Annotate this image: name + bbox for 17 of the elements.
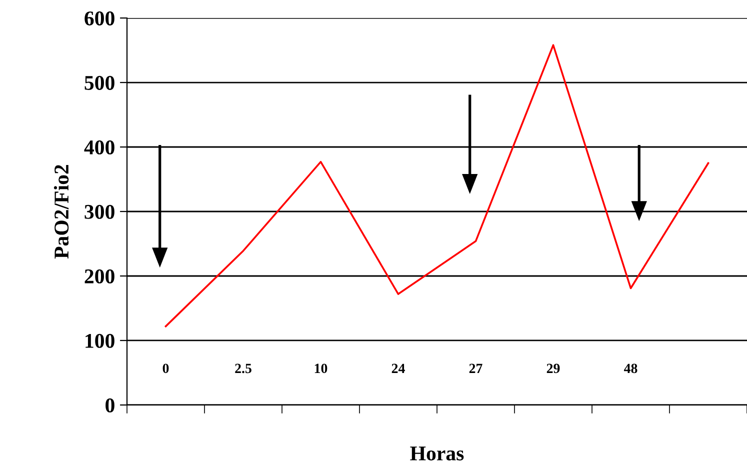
y-tick-label: 0 — [106, 398, 114, 412]
x-axis-title: Horas — [410, 446, 464, 460]
y-tick-label: 300 — [84, 204, 114, 219]
x-tick-label: 24 — [392, 364, 405, 373]
y-tick-label: 200 — [84, 269, 114, 284]
line-series — [164, 44, 710, 328]
y-tick-label: 100 — [86, 334, 114, 348]
x-tick-label: 27 — [469, 364, 482, 373]
x-tick-label: 48 — [624, 364, 638, 374]
y-tick-label: 500 — [84, 76, 114, 90]
y-tick-label: 400 — [84, 140, 114, 154]
x-tick-label: 2.5 — [235, 364, 252, 374]
y-axis-title: PaO2/Fio2 — [54, 164, 69, 259]
x-tick-label: 29 — [546, 364, 560, 374]
y-tick-label: 600 — [84, 11, 114, 26]
x-tick-label: 0 — [162, 364, 169, 374]
x-tick-label: 10 — [314, 364, 328, 374]
